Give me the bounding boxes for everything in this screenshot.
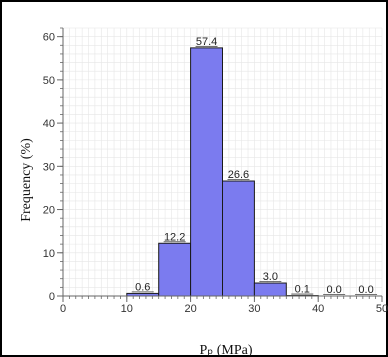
bar-value-label: 0.6 [135,281,150,293]
y-tick-label: 0 [49,291,55,303]
bar-value-label: 3.0 [263,271,278,283]
histogram-bar [253,282,287,297]
histogram-bar [222,180,255,297]
y-tick-label: 60 [43,32,55,44]
bar-value-label: 57.4 [196,36,217,48]
y-tick-label: 10 [43,248,55,260]
y-tick-label: 40 [43,118,55,130]
y-tick-label: 30 [43,161,55,173]
bar-value-label: 0.0 [358,284,373,296]
bar-value-label: 12.2 [164,231,185,243]
x-tick-label: 20 [184,303,196,315]
y-tick-label: 50 [43,75,55,87]
bar-value-label: 0.0 [327,284,342,296]
x-axis-title: Pₚ (MPa) [199,343,252,357]
histogram-bar [190,47,224,297]
histogram-bar [158,242,192,297]
bar-value-label: 26.6 [228,169,249,181]
x-tick-label: 10 [121,303,133,315]
y-axis-title: Frequency (%) [19,138,34,222]
x-tick-label: 0 [60,303,66,315]
bars-layer [126,47,319,297]
axes-layer: 0 10 20 30 40 50 60 0 10 20 30 40 50 [43,27,388,315]
x-tick-label: 30 [248,303,260,315]
x-tick-label: 40 [312,303,324,315]
labels-layer: 0.6 12.2 57.4 26.6 3.0 0.1 0.0 0.0 [131,36,378,296]
y-tick-label: 20 [43,205,55,217]
x-tick-label: 50 [376,303,388,315]
bar-value-label: 0.1 [295,284,310,296]
